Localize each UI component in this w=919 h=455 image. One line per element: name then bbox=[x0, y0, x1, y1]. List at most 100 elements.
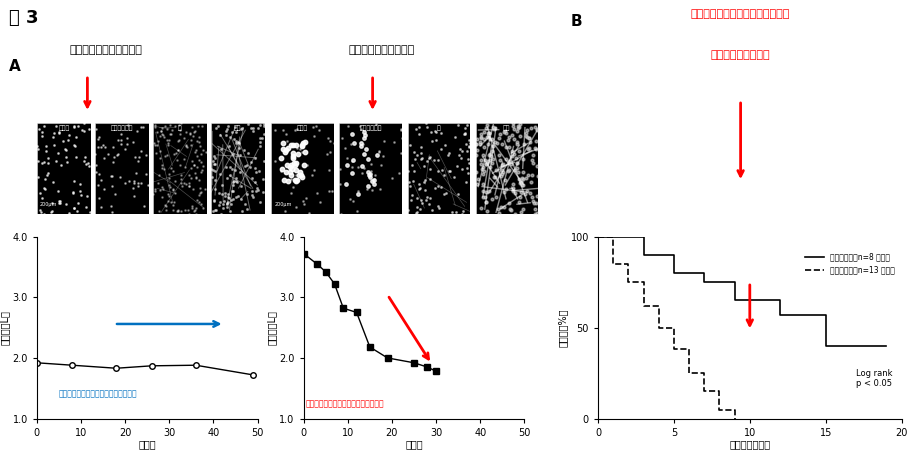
Point bbox=[278, 207, 292, 214]
Point bbox=[498, 186, 513, 193]
Point bbox=[46, 178, 61, 186]
Point bbox=[510, 168, 525, 175]
Point bbox=[188, 174, 203, 182]
Point bbox=[88, 151, 103, 158]
Point bbox=[278, 148, 292, 156]
Point bbox=[244, 192, 258, 199]
Point bbox=[92, 195, 107, 202]
Point bbox=[475, 164, 490, 171]
Point bbox=[194, 158, 209, 166]
Point bbox=[34, 129, 49, 136]
Point bbox=[506, 136, 521, 143]
Point bbox=[357, 131, 371, 139]
Point bbox=[133, 147, 148, 154]
Point bbox=[165, 186, 180, 193]
Point bbox=[472, 134, 487, 141]
Text: 200μm: 200μm bbox=[40, 202, 57, 207]
Point bbox=[475, 181, 490, 188]
Point bbox=[237, 146, 252, 153]
Point bbox=[285, 142, 300, 149]
Point bbox=[324, 187, 339, 194]
Point bbox=[228, 129, 243, 136]
Point bbox=[149, 129, 164, 136]
Text: 生存期間が短かった: 生存期間が短かった bbox=[710, 50, 769, 60]
Point bbox=[167, 123, 182, 130]
Point bbox=[344, 141, 358, 148]
Point bbox=[51, 187, 65, 195]
Point bbox=[218, 128, 233, 135]
Point bbox=[476, 167, 491, 174]
Point bbox=[220, 203, 234, 210]
Point bbox=[283, 163, 298, 171]
Point bbox=[512, 180, 527, 187]
Point bbox=[96, 155, 111, 162]
Point bbox=[37, 158, 51, 166]
Point bbox=[178, 180, 193, 187]
Point bbox=[289, 176, 304, 183]
Point bbox=[288, 126, 302, 134]
Point bbox=[206, 207, 221, 214]
Point bbox=[106, 143, 120, 150]
Text: 硫黄: 硫黄 bbox=[503, 126, 510, 131]
Point bbox=[409, 203, 424, 210]
Point bbox=[505, 185, 519, 192]
Point bbox=[96, 141, 110, 148]
Point bbox=[496, 188, 511, 195]
Point bbox=[184, 202, 199, 209]
Point bbox=[478, 160, 493, 167]
Point bbox=[493, 157, 507, 164]
Point bbox=[65, 190, 80, 197]
Point bbox=[473, 157, 488, 164]
Text: A: A bbox=[9, 59, 21, 74]
Point bbox=[420, 123, 435, 131]
Point bbox=[504, 152, 518, 160]
Point bbox=[479, 160, 494, 167]
Point bbox=[475, 193, 490, 200]
Point bbox=[187, 128, 201, 136]
Point bbox=[528, 137, 543, 144]
Point bbox=[82, 125, 96, 132]
Point bbox=[360, 182, 375, 190]
Point bbox=[500, 167, 515, 175]
Point bbox=[494, 172, 508, 179]
Point bbox=[346, 197, 360, 204]
Point bbox=[436, 171, 450, 178]
Point bbox=[484, 148, 499, 155]
Point bbox=[440, 151, 455, 158]
Point bbox=[273, 167, 288, 175]
Point bbox=[339, 161, 354, 168]
Point bbox=[175, 182, 189, 190]
Point bbox=[402, 178, 416, 186]
Point bbox=[244, 187, 259, 194]
Point bbox=[412, 130, 426, 137]
Point bbox=[129, 169, 143, 176]
Point bbox=[471, 175, 485, 182]
Point bbox=[478, 124, 493, 131]
Legend: 低シリカ群（n=8 症例）, 高シリカ群（n=13 症例）: 低シリカ群（n=8 症例）, 高シリカ群（n=13 症例） bbox=[800, 249, 897, 278]
Point bbox=[52, 198, 67, 205]
Point bbox=[428, 129, 443, 136]
Point bbox=[309, 122, 323, 130]
Point bbox=[326, 139, 341, 147]
Point bbox=[119, 134, 134, 142]
Point bbox=[529, 126, 544, 133]
Point bbox=[47, 142, 62, 149]
Point bbox=[187, 148, 202, 156]
Point bbox=[148, 121, 163, 128]
Point bbox=[484, 155, 499, 162]
Point bbox=[58, 147, 73, 154]
Point bbox=[46, 130, 61, 137]
Point bbox=[221, 122, 235, 129]
Point bbox=[51, 199, 66, 207]
Point bbox=[475, 151, 490, 158]
Point bbox=[336, 144, 351, 152]
Point bbox=[449, 122, 464, 129]
Point bbox=[357, 134, 371, 141]
Point bbox=[488, 173, 503, 180]
Point bbox=[393, 126, 408, 134]
Point bbox=[498, 129, 513, 136]
Point bbox=[73, 181, 87, 188]
Point bbox=[177, 207, 192, 214]
Point bbox=[153, 128, 168, 135]
Point bbox=[350, 190, 365, 197]
